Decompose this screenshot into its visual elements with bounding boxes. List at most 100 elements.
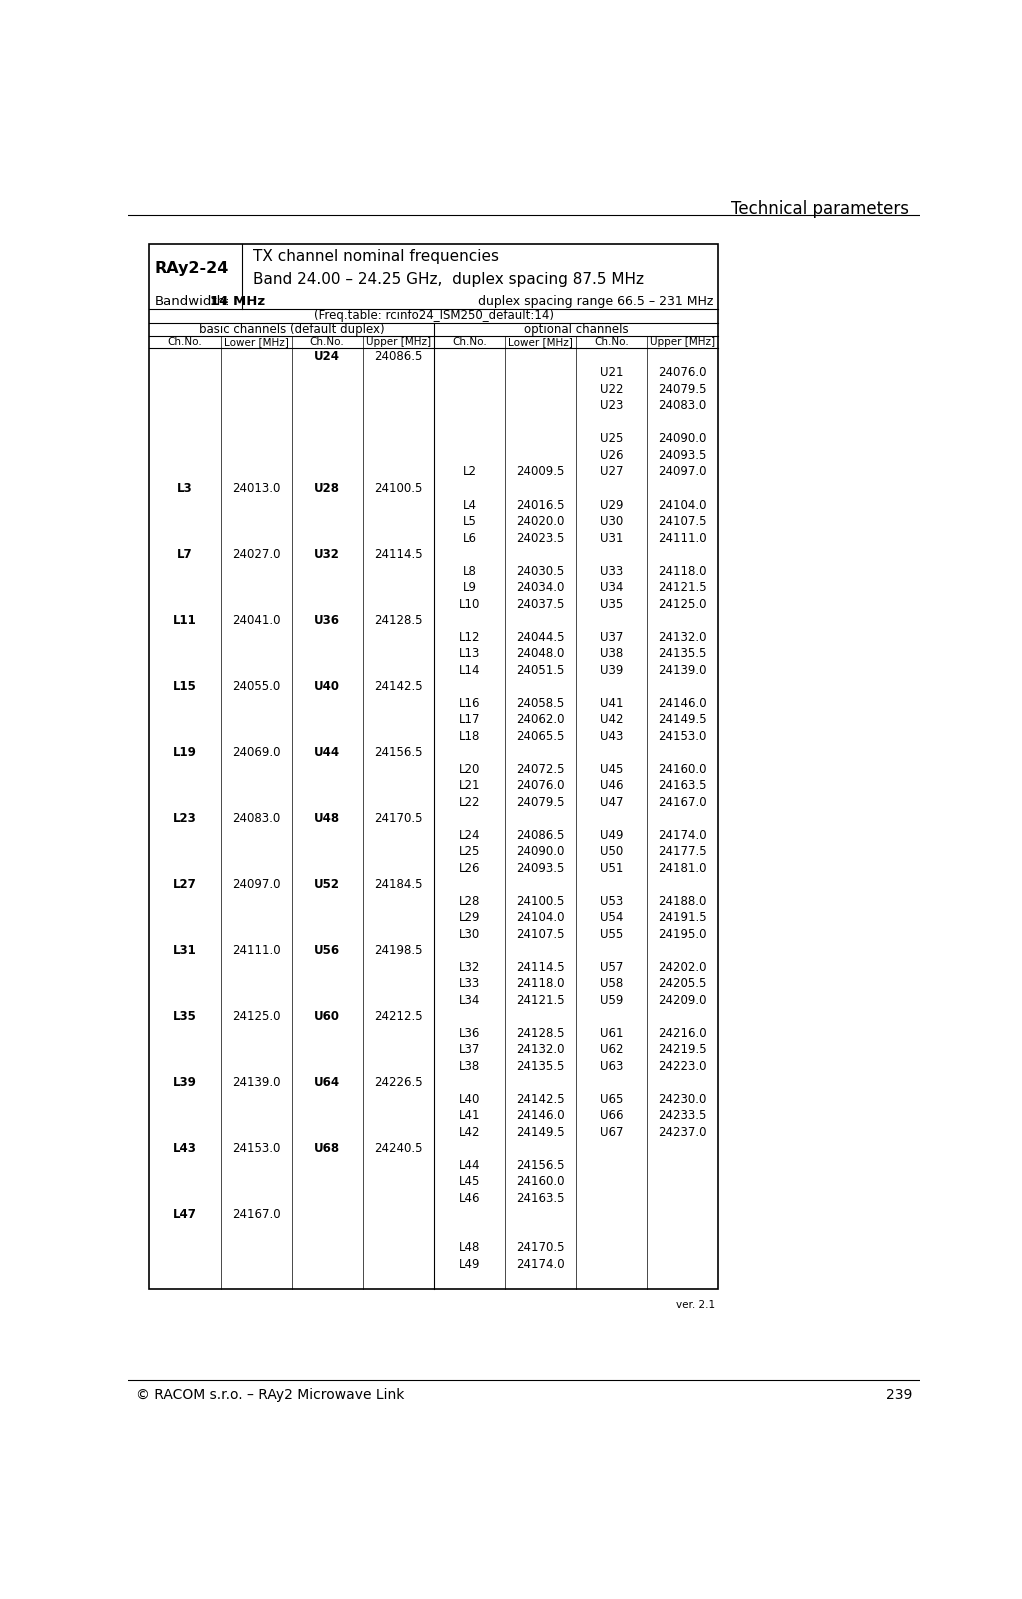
Text: 24177.5: 24177.5 bbox=[658, 846, 707, 859]
Text: 24205.5: 24205.5 bbox=[658, 977, 707, 990]
Text: 24107.5: 24107.5 bbox=[516, 927, 565, 940]
Text: L26: L26 bbox=[459, 862, 480, 875]
Text: 24030.5: 24030.5 bbox=[516, 564, 565, 577]
Text: L29: L29 bbox=[459, 911, 480, 924]
Text: L30: L30 bbox=[459, 927, 480, 940]
Text: Upper [MHz]: Upper [MHz] bbox=[366, 337, 431, 347]
Text: L13: L13 bbox=[459, 648, 480, 660]
Text: 24142.5: 24142.5 bbox=[516, 1092, 565, 1107]
Text: 24069.0: 24069.0 bbox=[232, 747, 280, 760]
Text: 24111.0: 24111.0 bbox=[232, 945, 280, 958]
Text: 24037.5: 24037.5 bbox=[516, 598, 565, 611]
Text: 24020.0: 24020.0 bbox=[516, 515, 565, 528]
Text: 14 MHz: 14 MHz bbox=[210, 294, 265, 307]
Text: U54: U54 bbox=[600, 911, 623, 924]
Text: L41: L41 bbox=[459, 1110, 480, 1122]
Text: 24125.0: 24125.0 bbox=[232, 1011, 280, 1023]
Text: L19: L19 bbox=[173, 747, 197, 760]
Text: U43: U43 bbox=[600, 729, 623, 742]
Text: Lower [MHz]: Lower [MHz] bbox=[224, 337, 288, 347]
Text: 24093.5: 24093.5 bbox=[658, 449, 707, 462]
Text: U57: U57 bbox=[600, 961, 623, 974]
Text: 24174.0: 24174.0 bbox=[658, 828, 707, 841]
Text: L40: L40 bbox=[459, 1092, 480, 1107]
Text: L35: L35 bbox=[173, 1011, 197, 1023]
Text: U68: U68 bbox=[314, 1142, 340, 1156]
Text: Band 24.00 – 24.25 GHz,  duplex spacing 87.5 MHz: Band 24.00 – 24.25 GHz, duplex spacing 8… bbox=[253, 272, 644, 288]
Text: Technical parameters: Technical parameters bbox=[731, 200, 909, 217]
Text: 24170.5: 24170.5 bbox=[516, 1241, 565, 1254]
Text: L46: L46 bbox=[459, 1191, 480, 1204]
Text: 24058.5: 24058.5 bbox=[516, 697, 565, 710]
Text: U45: U45 bbox=[600, 763, 623, 776]
Text: L11: L11 bbox=[173, 614, 197, 627]
Text: 24041.0: 24041.0 bbox=[232, 614, 280, 627]
Text: U30: U30 bbox=[600, 515, 623, 528]
Text: U21: U21 bbox=[600, 366, 623, 379]
Text: 24149.5: 24149.5 bbox=[516, 1126, 565, 1138]
Text: U44: U44 bbox=[314, 747, 340, 760]
Text: 24160.0: 24160.0 bbox=[658, 763, 707, 776]
Text: ver. 2.1: ver. 2.1 bbox=[677, 1300, 715, 1310]
Text: 24104.0: 24104.0 bbox=[516, 911, 565, 924]
Text: 24107.5: 24107.5 bbox=[658, 515, 707, 528]
Text: 24184.5: 24184.5 bbox=[374, 878, 422, 891]
Text: L27: L27 bbox=[173, 878, 197, 891]
Text: U48: U48 bbox=[314, 812, 340, 825]
Text: U66: U66 bbox=[600, 1110, 623, 1122]
Text: L39: L39 bbox=[173, 1076, 197, 1089]
Text: U25: U25 bbox=[600, 432, 623, 446]
Text: 24048.0: 24048.0 bbox=[516, 648, 565, 660]
Text: 24163.5: 24163.5 bbox=[516, 1191, 565, 1204]
Text: U32: U32 bbox=[315, 548, 340, 561]
Text: 24216.0: 24216.0 bbox=[658, 1027, 707, 1039]
Text: RAy2-24: RAy2-24 bbox=[155, 261, 229, 275]
Text: L17: L17 bbox=[459, 713, 480, 726]
Text: U37: U37 bbox=[600, 630, 623, 643]
Text: 24160.0: 24160.0 bbox=[516, 1175, 565, 1188]
Text: L23: L23 bbox=[173, 812, 197, 825]
Text: L43: L43 bbox=[173, 1142, 197, 1156]
Text: 24219.5: 24219.5 bbox=[658, 1043, 707, 1057]
Text: 24111.0: 24111.0 bbox=[658, 531, 707, 545]
Text: 24009.5: 24009.5 bbox=[516, 465, 565, 478]
Text: L16: L16 bbox=[459, 697, 480, 710]
Text: 24139.0: 24139.0 bbox=[232, 1076, 280, 1089]
Text: 24153.0: 24153.0 bbox=[658, 729, 707, 742]
Text: L45: L45 bbox=[459, 1175, 480, 1188]
Text: L7: L7 bbox=[177, 548, 193, 561]
Text: 24121.5: 24121.5 bbox=[658, 580, 707, 595]
Text: optional channels: optional channels bbox=[524, 323, 629, 336]
Text: 24135.5: 24135.5 bbox=[658, 648, 707, 660]
Text: L37: L37 bbox=[459, 1043, 480, 1057]
Text: U31: U31 bbox=[600, 531, 623, 545]
Text: U42: U42 bbox=[600, 713, 623, 726]
Text: U29: U29 bbox=[600, 499, 623, 512]
Text: U47: U47 bbox=[600, 796, 623, 809]
Text: 24114.5: 24114.5 bbox=[516, 961, 565, 974]
Text: basic channels (default duplex): basic channels (default duplex) bbox=[199, 323, 384, 336]
Text: 24016.5: 24016.5 bbox=[516, 499, 565, 512]
Text: 24055.0: 24055.0 bbox=[232, 680, 280, 692]
Text: 24135.5: 24135.5 bbox=[516, 1060, 565, 1073]
Text: 24079.5: 24079.5 bbox=[658, 382, 707, 397]
Text: L42: L42 bbox=[459, 1126, 480, 1138]
Text: 24132.0: 24132.0 bbox=[516, 1043, 565, 1057]
Text: 24118.0: 24118.0 bbox=[658, 564, 707, 577]
Text: 24237.0: 24237.0 bbox=[658, 1126, 707, 1138]
Text: 24223.0: 24223.0 bbox=[658, 1060, 707, 1073]
Text: L15: L15 bbox=[173, 680, 197, 692]
Text: 24118.0: 24118.0 bbox=[516, 977, 565, 990]
Text: 24114.5: 24114.5 bbox=[374, 548, 423, 561]
Text: U38: U38 bbox=[600, 648, 623, 660]
Text: L2: L2 bbox=[462, 465, 476, 478]
Text: L48: L48 bbox=[459, 1241, 480, 1254]
Text: U40: U40 bbox=[314, 680, 340, 692]
Text: 24013.0: 24013.0 bbox=[232, 481, 280, 496]
Text: L36: L36 bbox=[459, 1027, 480, 1039]
Text: L6: L6 bbox=[462, 531, 476, 545]
Text: L14: L14 bbox=[459, 664, 480, 676]
Text: 24191.5: 24191.5 bbox=[658, 911, 707, 924]
Text: Upper [MHz]: Upper [MHz] bbox=[650, 337, 715, 347]
Text: 24051.5: 24051.5 bbox=[516, 664, 565, 676]
